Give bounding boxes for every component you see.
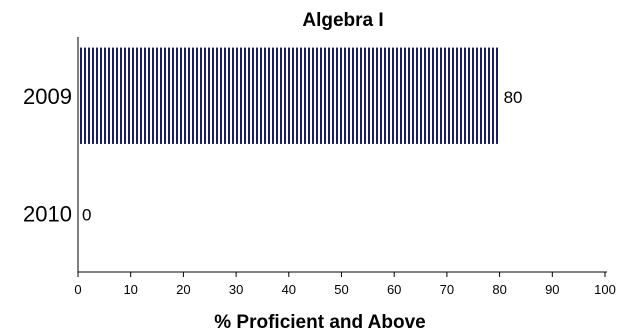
x-tick-label-60: 60 xyxy=(387,282,401,297)
category-label-2009: 2009 xyxy=(23,84,72,109)
x-tick-label-50: 50 xyxy=(334,282,348,297)
x-tick-label-100: 100 xyxy=(594,282,616,297)
x-tick-label-20: 20 xyxy=(176,282,190,297)
chart-title: Algebra I xyxy=(302,10,383,31)
x-tick-label-70: 70 xyxy=(440,282,454,297)
x-tick-label-80: 80 xyxy=(492,282,506,297)
category-label-2010: 2010 xyxy=(23,201,72,226)
x-tick-label-30: 30 xyxy=(229,282,243,297)
data-label-2009: 80 xyxy=(504,88,523,107)
x-tick-label-40: 40 xyxy=(282,282,296,297)
x-axis-title: % Proficient and Above xyxy=(214,312,426,333)
x-tick-label-10: 10 xyxy=(123,282,137,297)
x-tick-label-90: 90 xyxy=(545,282,559,297)
x-tick-label-0: 0 xyxy=(74,282,81,297)
data-label-2010: 0 xyxy=(82,205,91,224)
bar-2009 xyxy=(79,47,500,144)
